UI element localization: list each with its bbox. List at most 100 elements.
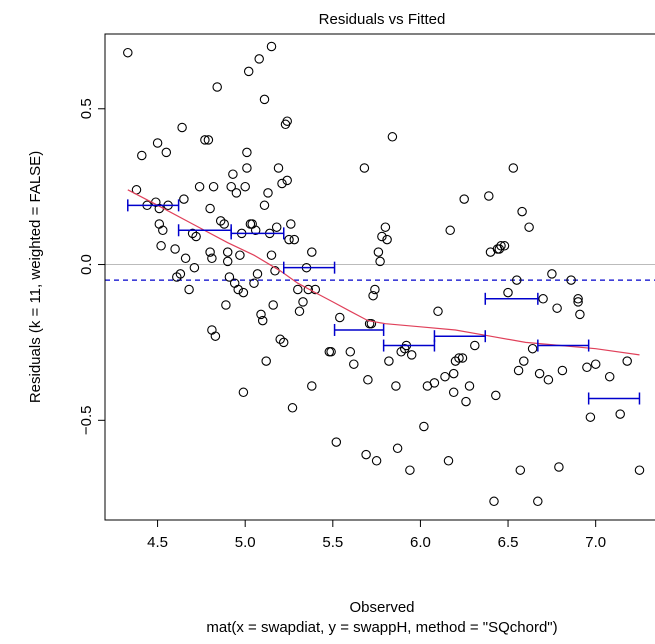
data-point	[194, 181, 205, 192]
data-point	[366, 318, 377, 329]
data-point	[363, 375, 373, 385]
data-point	[534, 368, 545, 379]
data-point	[326, 347, 336, 357]
data-point	[359, 163, 370, 173]
data-point	[445, 225, 455, 236]
y-axis: −0.5 0.0 0.5	[78, 98, 106, 435]
x-tick-label: 6.0	[410, 534, 431, 551]
data-point	[512, 275, 522, 285]
data-point	[361, 449, 371, 460]
data-point	[461, 396, 471, 407]
data-point	[184, 284, 194, 295]
data-point	[433, 306, 443, 317]
data-point	[212, 82, 222, 92]
data-point	[228, 169, 238, 179]
data-point	[263, 188, 273, 198]
data-point	[513, 365, 524, 376]
data-point	[284, 234, 294, 245]
data-point	[573, 294, 583, 304]
data-point	[278, 337, 289, 348]
data-point	[266, 41, 277, 52]
data-point	[275, 334, 285, 345]
data-point	[454, 353, 464, 363]
x-tick-label: 5.5	[322, 534, 343, 551]
data-point	[242, 147, 252, 158]
data-point	[215, 216, 226, 226]
x-axis-subtitle: mat(x = swapdiat, y = swappH, method = "…	[206, 619, 557, 636]
data-point	[585, 412, 596, 422]
data-point	[240, 181, 250, 192]
data-point	[257, 315, 268, 326]
data-point	[294, 306, 305, 317]
data-point	[604, 371, 615, 382]
data-point	[123, 47, 133, 58]
data-point	[443, 456, 454, 466]
data-point	[517, 206, 527, 217]
bin-mean-segment	[282, 261, 336, 274]
bin-mean-segment	[484, 292, 539, 305]
data-point	[189, 262, 200, 273]
data-point	[448, 387, 459, 398]
data-point	[396, 347, 406, 357]
data-point	[440, 371, 450, 382]
bin-mean-segment	[333, 323, 385, 336]
data-point	[380, 222, 391, 232]
data-point	[387, 132, 398, 142]
data-point	[156, 241, 166, 251]
data-point	[552, 303, 562, 313]
data-point	[158, 225, 168, 236]
y-tick-label: 0.5	[78, 98, 95, 119]
data-point	[208, 181, 219, 192]
data-point	[187, 228, 198, 239]
data-point	[282, 116, 292, 126]
bin-mean-segment	[587, 392, 641, 405]
data-point	[382, 234, 392, 245]
data-point	[259, 200, 270, 211]
data-point	[557, 365, 568, 376]
bin-mean-segment	[177, 224, 232, 237]
data-point	[226, 181, 236, 192]
data-point	[238, 287, 249, 298]
data-point	[524, 222, 534, 232]
binned-mean-segments	[127, 199, 641, 405]
data-point	[207, 253, 217, 264]
data-point	[491, 390, 501, 401]
residual-points	[123, 41, 645, 507]
data-point	[231, 188, 242, 198]
data-point	[499, 241, 510, 251]
plot-frame	[104, 33, 655, 521]
data-point	[370, 284, 380, 295]
data-point	[503, 287, 513, 298]
data-point	[210, 331, 221, 341]
data-point	[268, 300, 278, 310]
data-point	[573, 297, 583, 307]
data-point	[161, 147, 172, 158]
bin-mean-segment	[230, 227, 285, 240]
data-point	[200, 135, 210, 145]
data-point	[538, 294, 548, 304]
x-tick-label: 4.5	[147, 534, 168, 551]
data-point	[496, 241, 506, 251]
bin-mean-segment	[127, 199, 180, 212]
data-point	[249, 278, 259, 288]
data-point	[464, 381, 475, 391]
data-point	[307, 381, 317, 391]
data-point	[286, 219, 296, 229]
data-point	[205, 203, 215, 214]
data-point	[298, 297, 308, 307]
data-point	[345, 347, 356, 357]
data-point	[391, 381, 401, 391]
data-point	[406, 350, 417, 360]
data-point	[256, 309, 266, 320]
data-point	[368, 290, 378, 301]
data-point	[419, 421, 429, 432]
data-point	[373, 247, 384, 257]
data-point	[224, 272, 235, 282]
data-point	[282, 175, 292, 186]
data-point	[259, 94, 270, 105]
data-point	[170, 244, 180, 254]
data-point	[554, 462, 564, 472]
data-point	[277, 178, 287, 189]
data-point	[175, 269, 186, 279]
x-tick-label: 7.0	[585, 534, 606, 551]
